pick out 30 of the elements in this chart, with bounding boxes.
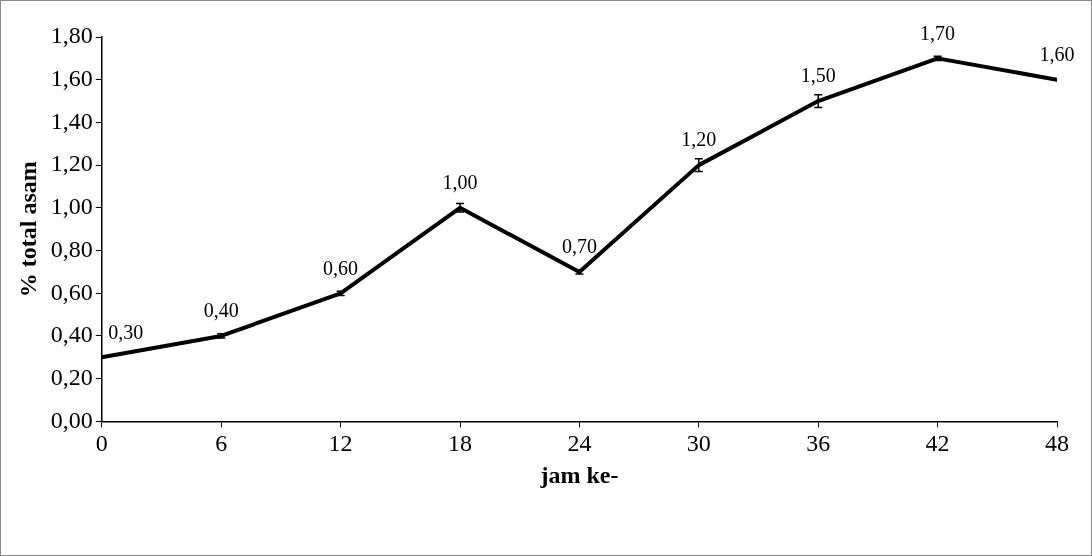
x-axis-title: jam ke-: [539, 461, 619, 488]
x-tick-label: 6: [215, 430, 228, 457]
x-tick-label: 24: [567, 430, 592, 457]
data-label: 1,70: [920, 21, 956, 44]
data-label: 0,70: [561, 235, 597, 258]
y-tick-label: 1,60: [50, 65, 93, 92]
data-label: 1,20: [681, 128, 717, 151]
data-label: 1,00: [442, 171, 478, 194]
y-axis-title: % total asam: [14, 161, 41, 298]
y-tick-label: 0,00: [50, 406, 93, 433]
y-tick-label: 0,20: [50, 363, 93, 390]
y-tick-label: 0,60: [50, 278, 93, 305]
data-label: 1,60: [1039, 42, 1075, 65]
x-tick-label: 30: [686, 430, 711, 457]
x-tick-label: 48: [1045, 430, 1069, 457]
data-label: 1,50: [800, 64, 836, 87]
x-tick-label: 12: [328, 430, 353, 457]
x-tick-label: 18: [448, 430, 472, 457]
data-label: 0,40: [203, 299, 239, 322]
y-tick-label: 0,40: [50, 321, 93, 348]
data-label: 0,30: [108, 320, 144, 343]
y-tick-label: 1,80: [50, 22, 93, 49]
x-tick-label: 0: [95, 430, 108, 457]
y-tick-label: 0,80: [50, 235, 93, 262]
y-tick-label: 1,40: [50, 107, 93, 134]
y-tick-label: 1,20: [50, 150, 93, 177]
x-tick-label: 42: [925, 430, 950, 457]
y-tick-label: 1,00: [50, 193, 93, 220]
data-label: 0,60: [323, 256, 359, 279]
x-tick-label: 36: [806, 430, 831, 457]
